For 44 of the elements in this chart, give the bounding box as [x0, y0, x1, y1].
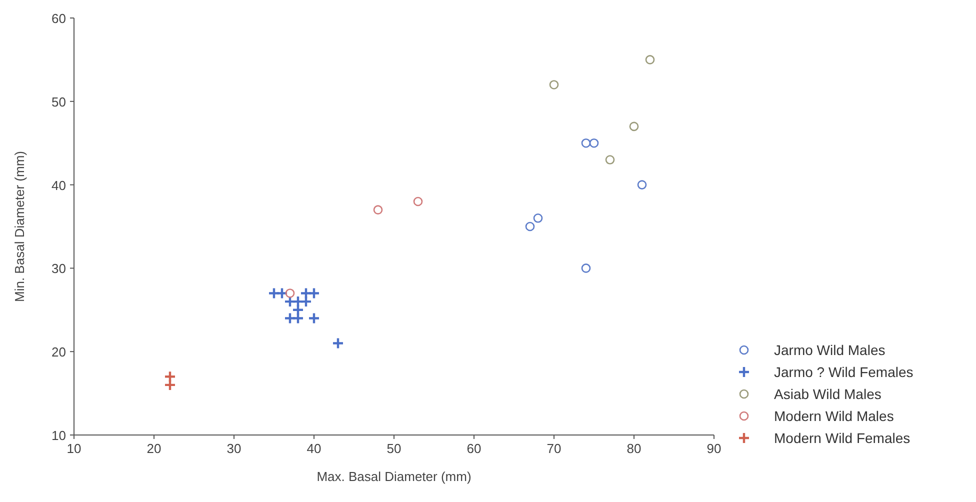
legend-label: Asiab Wild Males [774, 386, 882, 402]
point [549, 80, 559, 90]
point [637, 180, 647, 190]
y-tick-label: 60 [52, 11, 66, 26]
x-tick-label: 80 [626, 441, 642, 456]
point [285, 288, 295, 298]
legend-label: Modern Wild Males [774, 408, 894, 424]
point [332, 337, 344, 350]
point [300, 295, 312, 308]
x-tick-label: 20 [146, 441, 162, 456]
y-axis-title: Min. Basal Diameter (mm) [12, 151, 27, 302]
point [605, 155, 615, 164]
point [308, 312, 320, 324]
point [533, 214, 543, 223]
y-tick-label: 50 [52, 94, 66, 110]
point [413, 196, 423, 206]
point [581, 264, 591, 273]
y-tick-label: 10 [52, 428, 66, 443]
point [292, 304, 304, 316]
point [373, 205, 383, 214]
x-tick-label: 50 [386, 441, 402, 456]
point [645, 55, 655, 64]
point [308, 287, 320, 300]
point [589, 138, 599, 148]
x-tick-label: 90 [706, 441, 722, 456]
legend-label: Jarmo ? Wild Females [774, 364, 914, 380]
legend-label: Modern Wild Females [774, 430, 910, 446]
point [581, 138, 591, 148]
point [629, 122, 639, 132]
y-tick-label: 20 [52, 344, 66, 360]
point [164, 378, 176, 392]
x-tick-label: 40 [306, 441, 322, 456]
point [164, 370, 176, 383]
x-tick-label: 70 [546, 441, 562, 456]
x-tick-label: 10 [66, 441, 82, 456]
y-tick-label: 40 [52, 178, 66, 193]
point [276, 287, 288, 300]
point [525, 222, 535, 232]
x-axis-title: Max. Basal Diameter (mm) [316, 469, 472, 484]
y-tick-label: 30 [52, 261, 66, 276]
x-tick-label: 30 [226, 441, 242, 456]
x-tick-label: 60 [466, 441, 482, 456]
point [292, 312, 304, 324]
legend-label: Jarmo Wild Males [774, 342, 886, 358]
